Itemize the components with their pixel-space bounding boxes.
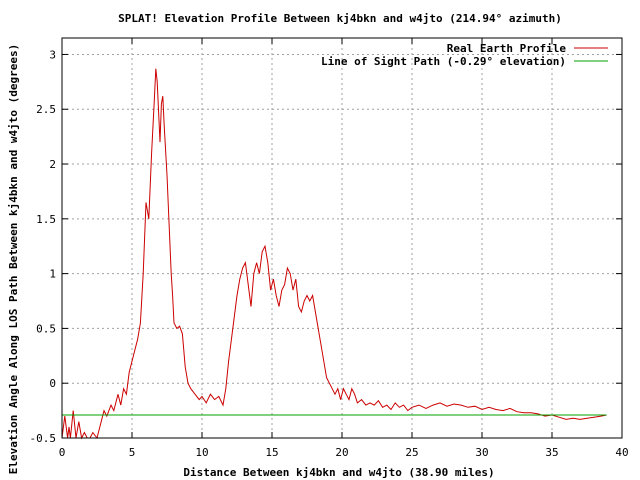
chart-title: SPLAT! Elevation Profile Between kj4bkn …	[118, 12, 562, 25]
y-tick-label: 1	[49, 268, 56, 281]
series-group	[61, 68, 607, 440]
series-line-real-earth-profile	[61, 68, 607, 440]
legend-label: Real Earth Profile	[447, 42, 567, 55]
y-tick-label: 0.5	[36, 322, 56, 335]
x-tick-label: 30	[475, 446, 488, 459]
grid	[62, 38, 622, 438]
y-axis-ticks: -0.5 0 0.5 1 1.5 2 2.5 3	[30, 48, 622, 445]
y-tick-label: 2	[49, 158, 56, 171]
x-tick-label: 35	[545, 446, 558, 459]
y-tick-label: 3	[49, 48, 56, 61]
y-axis-label: Elevation Angle Along LOS Path Between k…	[7, 44, 20, 474]
x-tick-label: 40	[615, 446, 628, 459]
x-tick-label: 25	[405, 446, 418, 459]
x-tick-label: 15	[265, 446, 278, 459]
x-tick-label: 5	[129, 446, 136, 459]
legend-label: Line of Sight Path (-0.29° elevation)	[321, 55, 566, 68]
y-tick-label: 0	[49, 377, 56, 390]
x-axis-ticks: 0 5 10 15 20 25 30 35 40	[59, 38, 629, 459]
y-tick-label: 2.5	[36, 103, 56, 116]
x-tick-label: 0	[59, 446, 66, 459]
x-tick-label: 10	[195, 446, 208, 459]
x-tick-label: 20	[335, 446, 348, 459]
x-axis-label: Distance Between kj4bkn and w4jto (38.90…	[183, 466, 494, 479]
y-tick-label: -0.5	[30, 432, 57, 445]
y-tick-label: 1.5	[36, 213, 56, 226]
